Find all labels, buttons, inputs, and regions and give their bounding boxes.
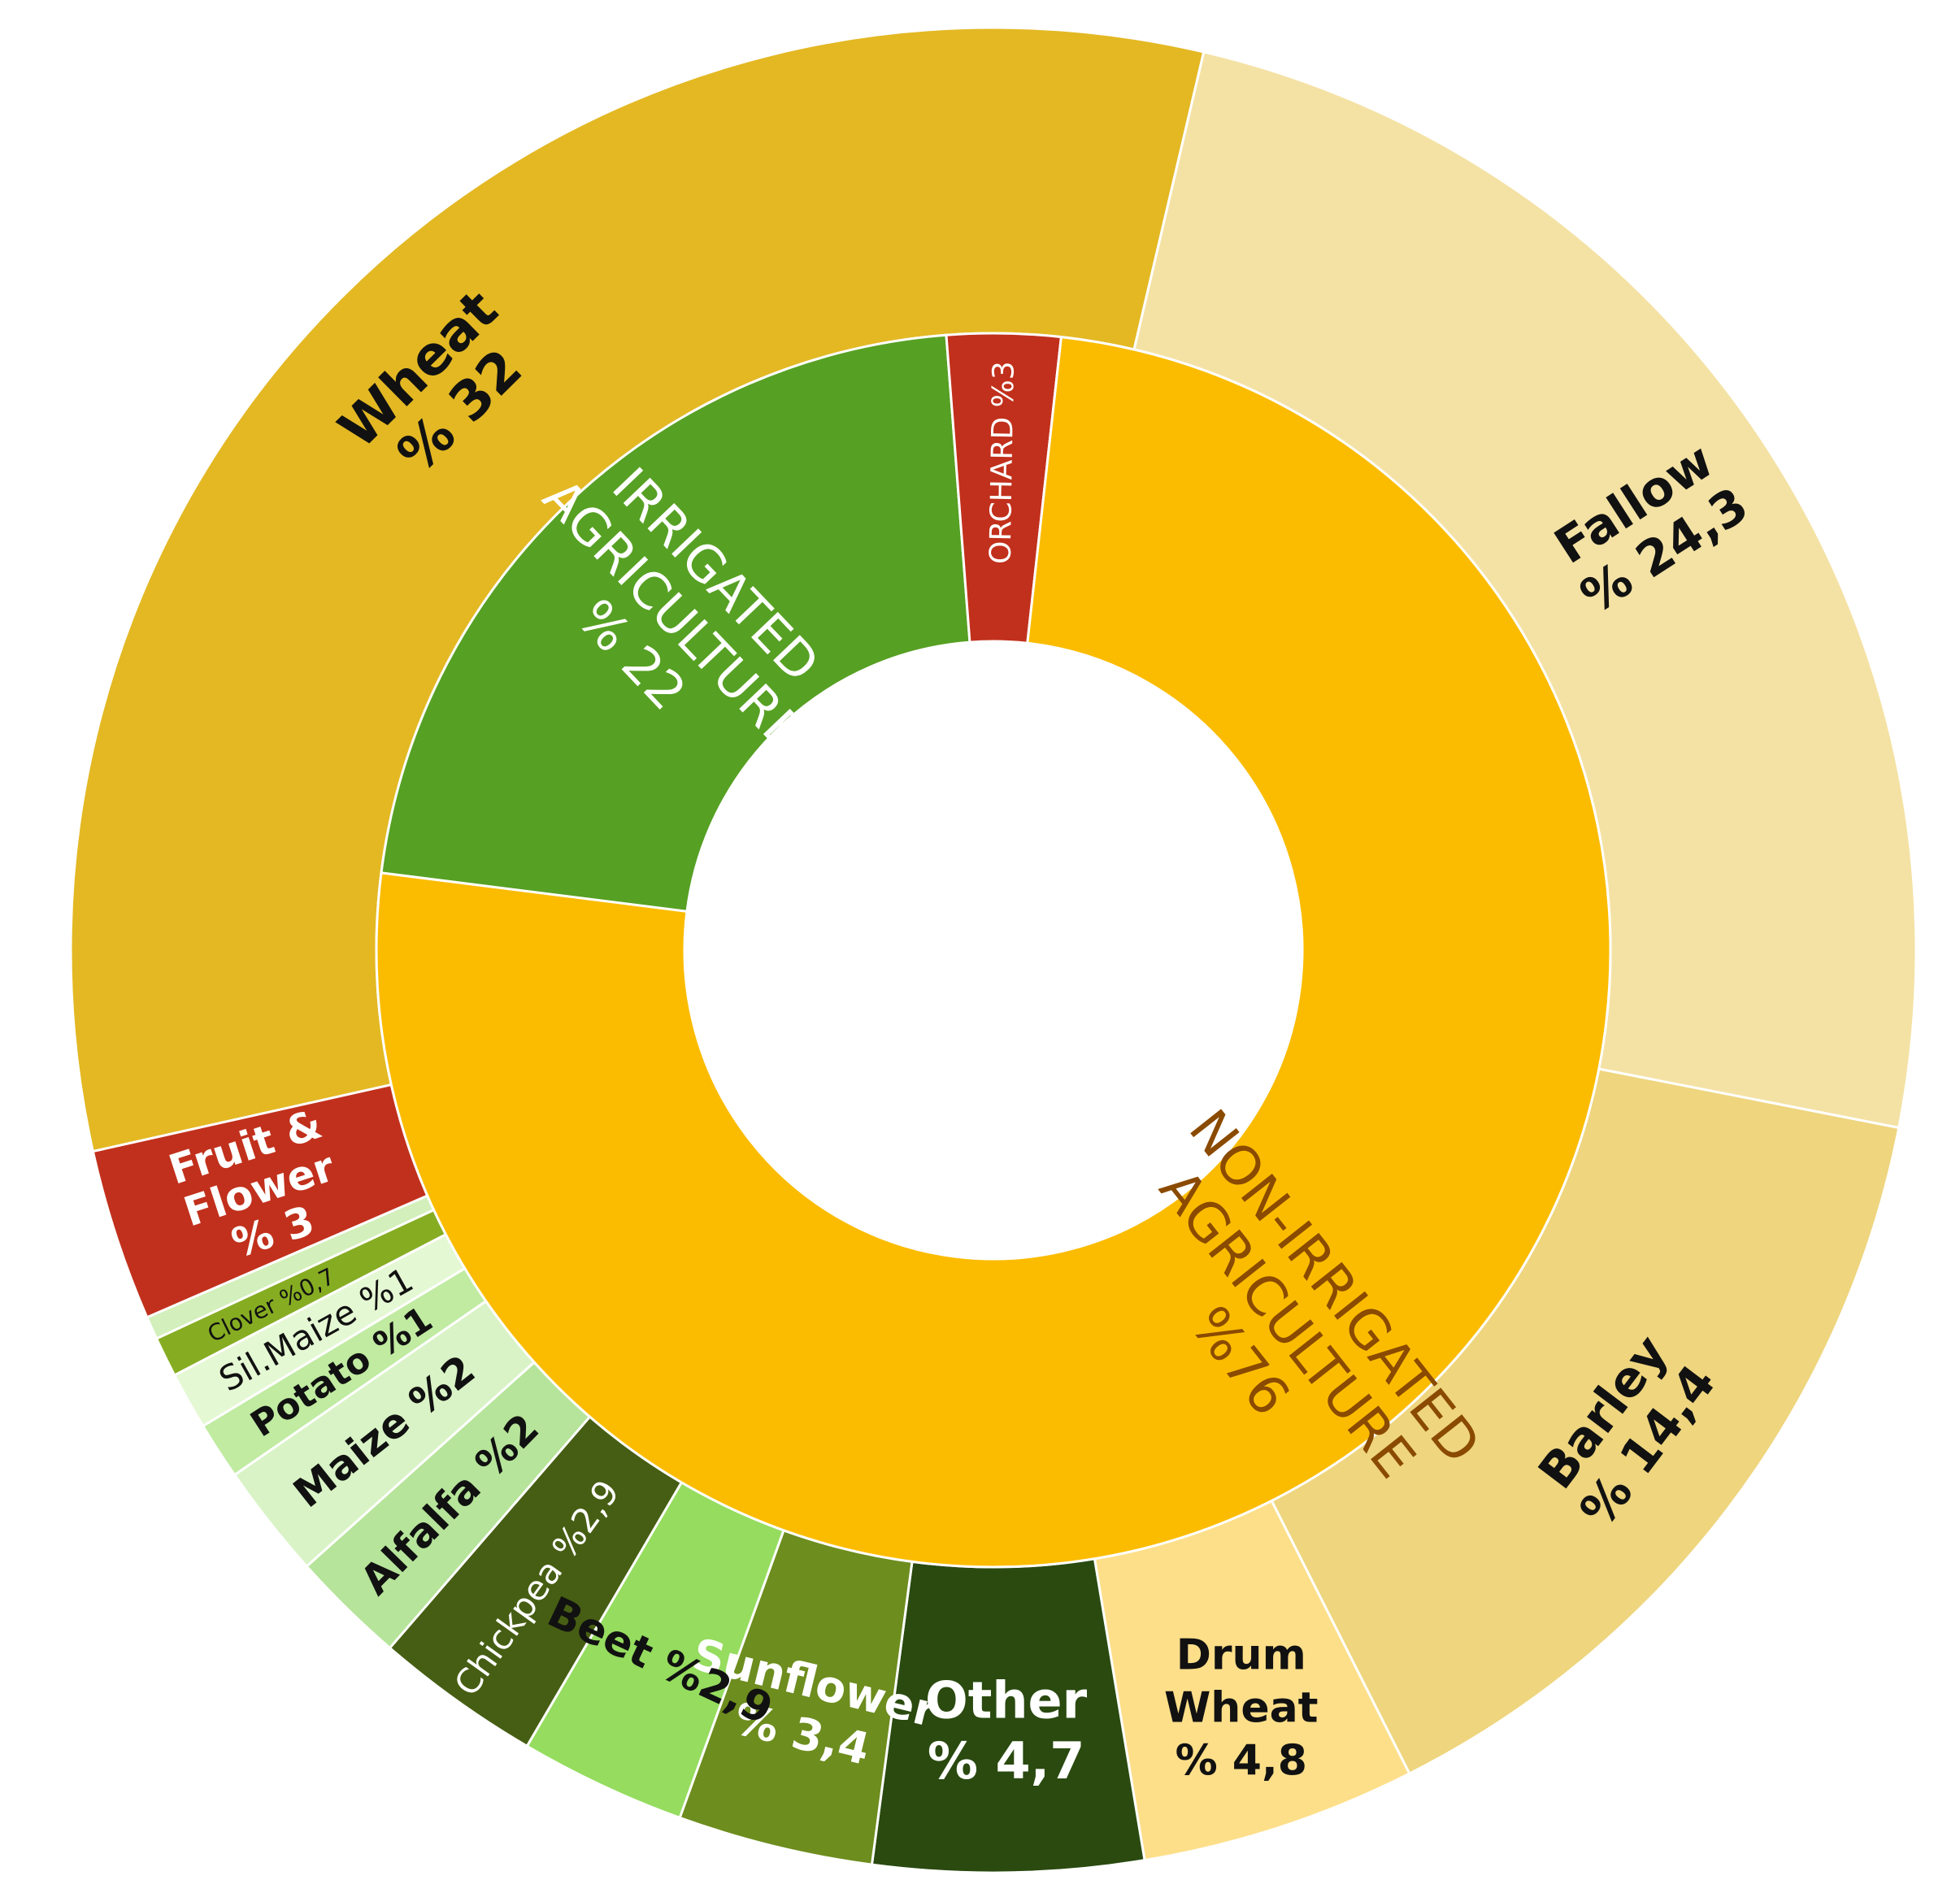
- drum-wheat-label-line: Drum: [1176, 1631, 1306, 1680]
- drum-wheat-label: Drum Wheat% 4,8: [1164, 1631, 1319, 1786]
- other-label-line: Other: [925, 1670, 1088, 1730]
- irrigated-agriculture-segment: [380, 333, 971, 914]
- orchard-label-line: ORCHARD %3: [984, 361, 1021, 564]
- orchard-label: ORCHARD %3: [984, 361, 1021, 564]
- non-irrigated-agriculture-segment: [375, 335, 1612, 1569]
- other-label: Other% 4,7: [925, 1670, 1088, 1790]
- inner-ring: [375, 332, 1612, 1569]
- outer-ring: [69, 26, 1918, 1874]
- drum-wheat-label-line: Wheat: [1164, 1684, 1319, 1733]
- other-label-line: % 4,7: [928, 1731, 1085, 1791]
- drum-wheat-label-line: % 4,8: [1176, 1737, 1307, 1786]
